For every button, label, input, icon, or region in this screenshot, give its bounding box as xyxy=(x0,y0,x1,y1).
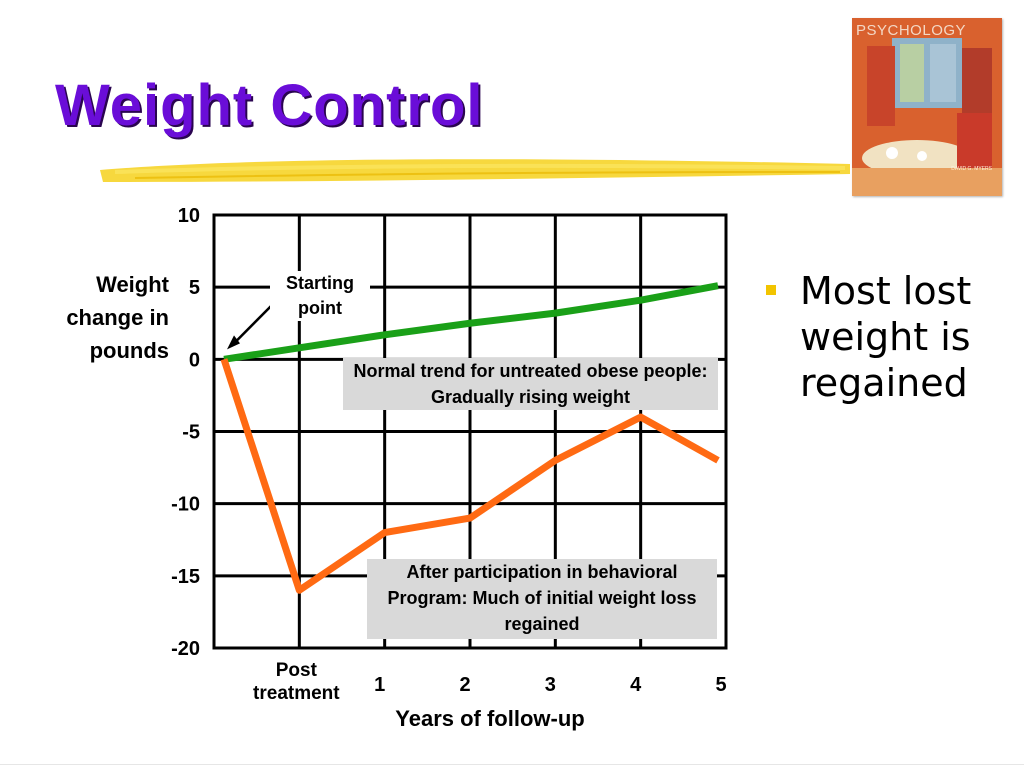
y-tick-label: 0 xyxy=(189,349,200,371)
x-tick-label: 4 xyxy=(630,674,642,696)
x-tick-label: Post xyxy=(276,660,318,681)
y-tick-label: -10 xyxy=(171,494,200,516)
footer-divider xyxy=(0,764,1024,765)
slide-title: Weight Control xyxy=(55,73,484,138)
bullet-text: Most lost weight is regained xyxy=(800,269,972,405)
untreated-trend-annotation: Normal trend for untreated obese people:… xyxy=(343,358,718,410)
book-cover-image: PSYCHOLOGY DAVID G. MYERS xyxy=(852,18,1002,196)
y-axis-title: Weight change in pounds xyxy=(66,272,169,363)
series-line-untreated xyxy=(223,282,719,363)
y-tick-label: 5 xyxy=(189,277,200,299)
x-axis-title: Years of follow-up xyxy=(395,706,585,731)
y-tick-label: -20 xyxy=(171,638,200,660)
book-cover-title: PSYCHOLOGY xyxy=(856,22,967,39)
book-cover-painting xyxy=(852,18,1002,196)
x-tick-label: 1 xyxy=(374,674,385,696)
book-cover-author: DAVID G. MYERS xyxy=(951,166,992,172)
treated-trend-annotation: After participation in behavioral Progra… xyxy=(367,559,717,639)
y-tick-label: -15 xyxy=(171,566,200,588)
series-line-treated xyxy=(220,358,720,594)
starting-point-label: Starting point xyxy=(270,271,370,321)
y-tick-label: 10 xyxy=(178,205,200,227)
brush-stroke-divider xyxy=(100,159,850,182)
x-tick-label: treatment xyxy=(253,683,340,704)
x-tick-label: 5 xyxy=(715,674,726,696)
y-tick-label: -5 xyxy=(182,422,200,444)
x-tick-label: 3 xyxy=(545,674,556,696)
bullet-marker-icon xyxy=(766,285,776,295)
x-tick-label: 2 xyxy=(459,674,470,696)
starting-point-arrowhead-icon xyxy=(227,335,240,350)
